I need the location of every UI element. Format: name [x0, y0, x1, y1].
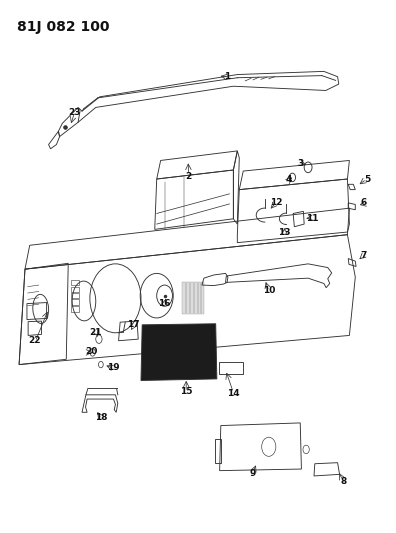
- Text: 23: 23: [68, 108, 80, 117]
- Text: 22: 22: [29, 336, 41, 345]
- Text: 14: 14: [227, 389, 240, 398]
- Text: 10: 10: [263, 286, 275, 295]
- Text: 3: 3: [297, 159, 303, 167]
- Text: 19: 19: [107, 363, 120, 372]
- Text: 18: 18: [95, 413, 108, 422]
- Bar: [71, 306, 79, 312]
- Text: 1: 1: [225, 72, 230, 81]
- Bar: [219, 362, 243, 374]
- Bar: [182, 282, 204, 314]
- Text: 12: 12: [270, 198, 283, 207]
- Polygon shape: [141, 324, 217, 381]
- Text: 16: 16: [158, 299, 171, 308]
- Bar: [144, 329, 156, 333]
- Bar: [144, 338, 156, 343]
- Text: 6: 6: [360, 198, 366, 207]
- Bar: [144, 347, 156, 351]
- Text: 81J 082 100: 81J 082 100: [17, 20, 110, 34]
- Bar: [144, 356, 156, 360]
- Text: 2: 2: [185, 172, 191, 181]
- Ellipse shape: [152, 330, 189, 373]
- Text: 20: 20: [86, 347, 98, 356]
- Bar: [71, 300, 79, 305]
- Text: 21: 21: [89, 328, 102, 337]
- Text: 9: 9: [250, 469, 256, 478]
- Text: 11: 11: [306, 214, 318, 223]
- Text: 8: 8: [341, 477, 346, 486]
- Text: 13: 13: [278, 228, 291, 237]
- Circle shape: [192, 337, 212, 364]
- Text: 5: 5: [364, 174, 370, 183]
- Bar: [71, 287, 79, 292]
- Text: 4: 4: [285, 174, 291, 183]
- Text: 15: 15: [180, 386, 192, 395]
- Bar: [71, 280, 79, 285]
- Text: 7: 7: [360, 252, 366, 261]
- Text: 17: 17: [127, 320, 139, 329]
- Bar: [71, 293, 79, 298]
